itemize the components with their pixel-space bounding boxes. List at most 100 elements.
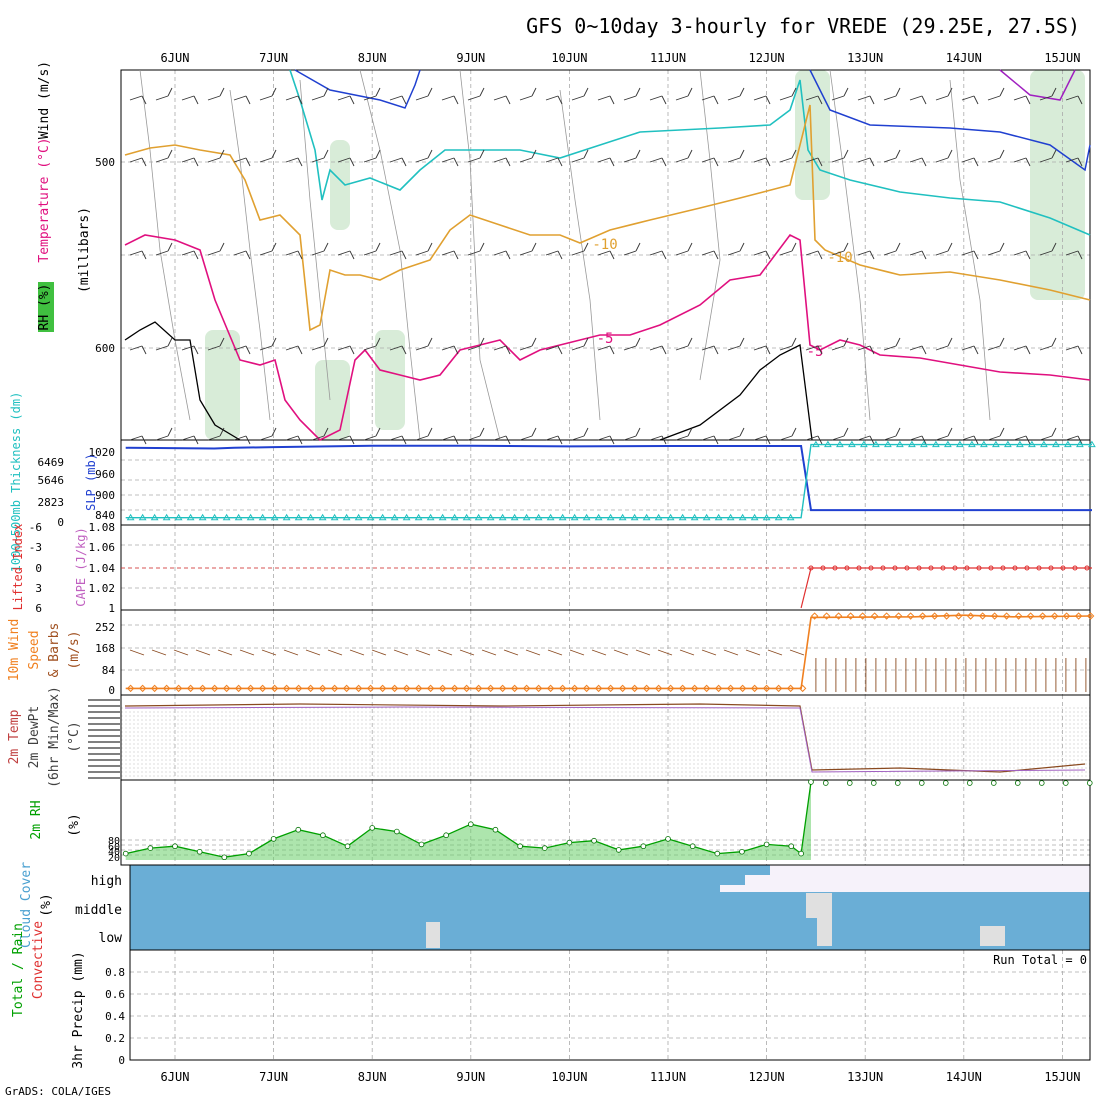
wind-barb bbox=[727, 250, 741, 256]
lifted-index-marker bbox=[1012, 565, 1018, 571]
wind-barb bbox=[1039, 435, 1053, 441]
wind-barb-flag bbox=[427, 337, 433, 347]
wind10-marker bbox=[198, 684, 207, 693]
slp-tick: 960 bbox=[95, 468, 115, 481]
wind-barb bbox=[987, 157, 1001, 163]
wind-barb bbox=[1039, 345, 1053, 351]
wind-barb-flag bbox=[791, 337, 797, 347]
wind-barb bbox=[675, 95, 689, 101]
wind-barb-flag bbox=[193, 95, 199, 105]
wind10-marker bbox=[666, 684, 675, 693]
wind-barb bbox=[831, 435, 845, 441]
cyan-contour bbox=[289, 69, 1091, 236]
date-label-top: 6JUN bbox=[161, 51, 190, 65]
wind-barb bbox=[909, 157, 923, 163]
rh2m-marker bbox=[172, 843, 178, 850]
thickness-marker bbox=[594, 513, 603, 521]
wind-barb-flag bbox=[531, 149, 537, 159]
wind-barb bbox=[493, 95, 507, 101]
rh2m-marker bbox=[714, 850, 721, 857]
wind10-marker bbox=[594, 684, 603, 693]
wind10-marker bbox=[690, 684, 699, 693]
wind-barb-flag bbox=[791, 149, 797, 159]
temp-minus10-contour bbox=[124, 104, 1091, 332]
wind-barb-flag bbox=[635, 337, 641, 347]
wind10-marker bbox=[1074, 612, 1083, 620]
wind10-barb bbox=[701, 649, 717, 656]
lifted-index-marker bbox=[808, 565, 814, 571]
wind-barb bbox=[935, 435, 949, 441]
wind-barb-flag bbox=[505, 250, 511, 260]
cloud-high-clear-3 bbox=[720, 885, 750, 892]
wind-barb-flag bbox=[219, 337, 225, 347]
wind-barb bbox=[727, 95, 741, 101]
wind-barb bbox=[493, 250, 507, 256]
wind-barb bbox=[155, 95, 169, 101]
date-label-bottom: 9JUN bbox=[456, 1070, 485, 1084]
wind-barb bbox=[857, 250, 871, 256]
wind10-marker bbox=[210, 684, 219, 693]
wind-barb bbox=[961, 95, 975, 101]
thickness-marker bbox=[726, 513, 735, 521]
wind-barb-flag bbox=[1077, 345, 1083, 355]
wind-barb-flag bbox=[843, 149, 849, 159]
gray-contour bbox=[459, 69, 501, 441]
wind-barb-flag bbox=[921, 157, 927, 167]
purple-contour bbox=[999, 69, 1076, 101]
wind-barb-flag bbox=[505, 95, 511, 105]
wind10-tick: 84 bbox=[102, 664, 116, 677]
wind10-marker bbox=[234, 684, 243, 693]
thickness-marker bbox=[342, 513, 351, 521]
gray-contour bbox=[299, 79, 331, 401]
thickness-marker bbox=[498, 513, 507, 521]
wind10-marker bbox=[318, 684, 327, 693]
thickness-marker bbox=[884, 440, 892, 448]
wind-barb-flag bbox=[193, 345, 199, 355]
wind10-barb bbox=[679, 649, 695, 656]
wind-barb-flag bbox=[895, 242, 901, 252]
lifted-index-marker bbox=[988, 565, 994, 571]
wind-barb bbox=[571, 95, 585, 101]
wind-barb bbox=[181, 435, 195, 441]
wind-barb-flag bbox=[609, 157, 615, 167]
wind-barb-flag bbox=[401, 345, 407, 355]
lifted-index-marker bbox=[904, 565, 910, 571]
wind10-barb bbox=[767, 649, 783, 656]
wind-barb-flag bbox=[375, 149, 381, 159]
wind10-barb bbox=[261, 649, 277, 656]
wind-barb-flag bbox=[219, 427, 225, 437]
wind-barb bbox=[441, 435, 455, 441]
wind-barb bbox=[909, 95, 923, 101]
cloud-high-clear-2 bbox=[745, 875, 775, 892]
wind-barb-flag bbox=[1077, 435, 1083, 445]
thickness-marker bbox=[210, 513, 219, 521]
wind10-marker bbox=[966, 612, 975, 620]
wind-barb bbox=[129, 250, 143, 256]
wind10-barb bbox=[393, 649, 409, 656]
wind-barb bbox=[649, 345, 663, 351]
wind-barb bbox=[987, 250, 1001, 256]
wind-barb-flag bbox=[583, 337, 589, 347]
thickness-marker bbox=[774, 513, 783, 521]
wind-barb bbox=[441, 157, 455, 163]
wind-barb-flag bbox=[453, 95, 459, 105]
rh-shade-0 bbox=[205, 330, 240, 440]
wind-barb-flag bbox=[245, 157, 251, 167]
wind-barb bbox=[441, 250, 455, 256]
wind-barb-flag bbox=[245, 435, 251, 445]
wind-barb bbox=[441, 95, 455, 101]
wind-barb bbox=[805, 345, 819, 351]
wind-barb bbox=[467, 345, 481, 351]
wind10-marker bbox=[402, 684, 411, 693]
wind-barb bbox=[155, 250, 169, 256]
wind-barb-flag bbox=[427, 87, 433, 97]
wind-barb bbox=[363, 157, 377, 163]
wind-barb bbox=[779, 157, 793, 163]
wind-barb bbox=[311, 435, 325, 441]
wind10-marker bbox=[858, 612, 867, 620]
wind-barb bbox=[285, 345, 299, 351]
cloud-level-high: high bbox=[91, 874, 122, 889]
wind-barb-flag bbox=[765, 250, 771, 260]
wind-barb bbox=[883, 345, 897, 351]
wind-barb bbox=[701, 157, 715, 163]
